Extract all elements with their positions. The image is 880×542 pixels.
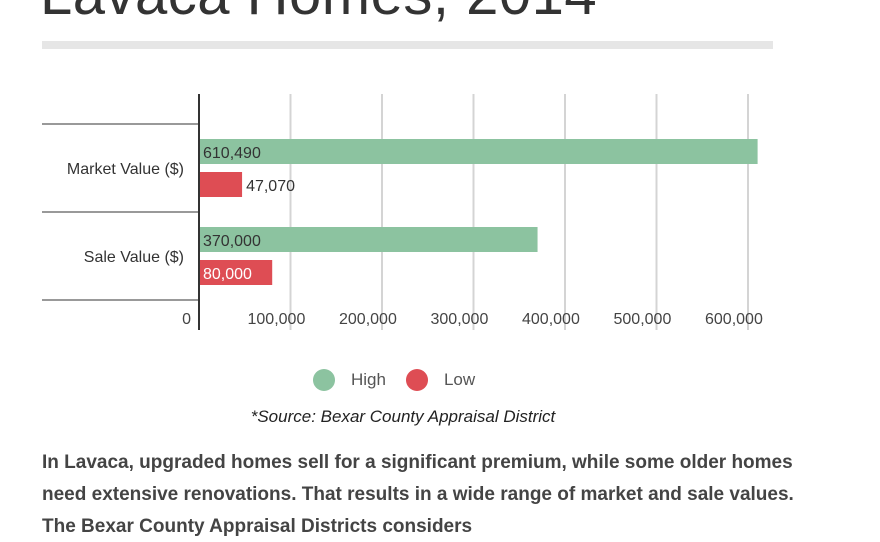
legend-swatch-high bbox=[313, 369, 335, 391]
bar-high-0 bbox=[199, 139, 758, 164]
body-paragraph: In Lavaca, upgraded homes sell for a sig… bbox=[42, 452, 794, 537]
legend-swatch-low bbox=[405, 369, 428, 391]
page-title: Lavaca Homes, 2014 bbox=[40, 0, 597, 24]
legend-item-low[interactable]: Low bbox=[405, 369, 476, 391]
data-label-low-1: 80,000 bbox=[203, 266, 252, 283]
title-divider bbox=[42, 41, 773, 49]
source-note: *Source: Bexar County Appraisal District bbox=[250, 407, 556, 426]
legend-label-low: Low bbox=[443, 370, 476, 389]
legend-label-high: High bbox=[351, 370, 386, 389]
bar-chart: Market Value ($) 610,490 47,070 Sale Value … bbox=[42, 94, 763, 330]
data-label-high-1: 370,000 bbox=[203, 233, 261, 250]
bar-low-0 bbox=[199, 172, 243, 197]
data-label-low-0: 47,070 bbox=[246, 178, 295, 195]
data-label-high-0: 610,490 bbox=[203, 145, 261, 162]
x-tick-label-1: 100,000 bbox=[248, 311, 306, 328]
x-tick-label-4: 400,000 bbox=[522, 311, 580, 328]
x-tick-label-0: 0 bbox=[182, 311, 191, 328]
category-label-1: Sale Value ($) bbox=[84, 249, 184, 266]
x-tick-label-2: 200,000 bbox=[339, 311, 397, 328]
chart-legend: High Low bbox=[313, 369, 495, 391]
legend-item-high[interactable]: High bbox=[313, 369, 386, 391]
x-tick-label-6: 600,000 bbox=[705, 311, 763, 328]
bar-low-1 bbox=[199, 260, 273, 285]
x-tick-label-5: 500,000 bbox=[614, 311, 672, 328]
bar-high-1 bbox=[199, 227, 538, 252]
x-tick-label-3: 300,000 bbox=[431, 311, 489, 328]
category-label-0: Market Value ($) bbox=[67, 161, 184, 178]
